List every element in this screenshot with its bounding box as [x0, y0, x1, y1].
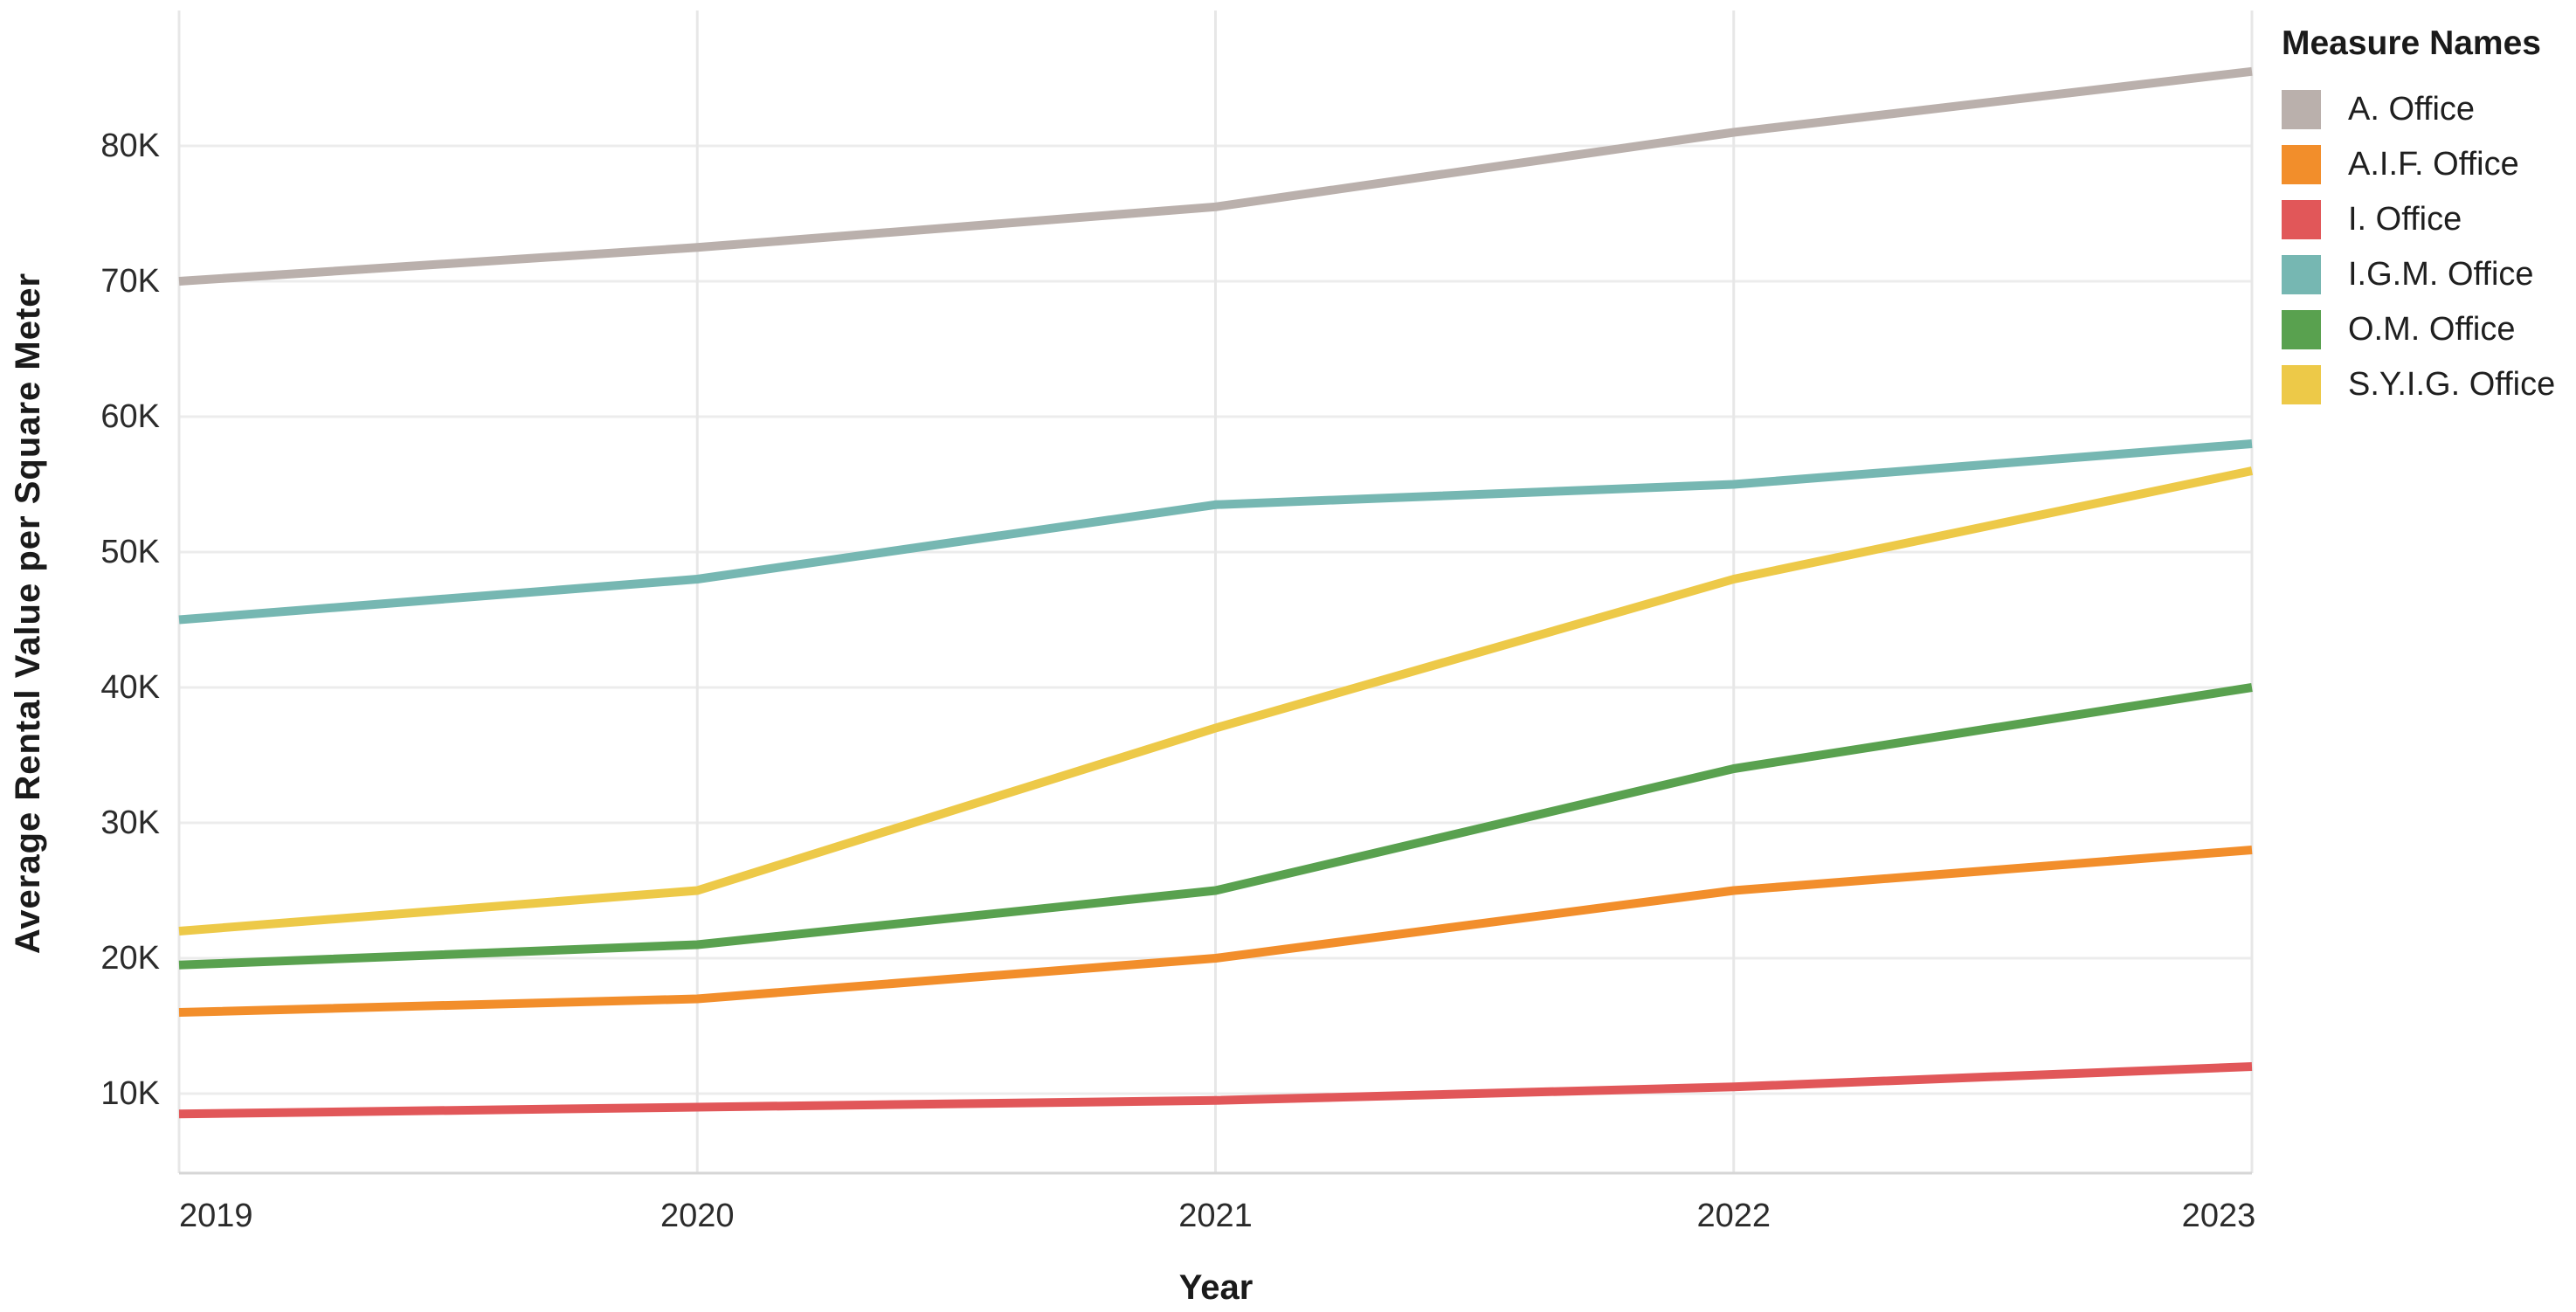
- y-tick-label: 60K: [100, 398, 160, 435]
- y-tick-label: 30K: [100, 804, 160, 841]
- series-line-i-g-m-office: [178, 439, 2253, 625]
- legend-swatch-icon: [2282, 145, 2321, 184]
- y-tick-label: 40K: [100, 669, 160, 706]
- legend-label: I.G.M. Office: [2348, 256, 2534, 293]
- y-tick-label: 10K: [100, 1075, 160, 1112]
- series-line-o-m-office: [178, 683, 2253, 970]
- legend-items: A. Office A.I.F. Office I. Office I.G.M. Of…: [2282, 82, 2570, 412]
- series-line-a-office: [178, 66, 2253, 286]
- x-tick-label: 2019: [179, 1198, 253, 1234]
- x-axis-title: Year: [1178, 1268, 1253, 1307]
- y-tick-label: 20K: [100, 940, 160, 977]
- series-line-a-i-f-office: [178, 846, 2253, 1017]
- legend-label: I. Office: [2348, 201, 2462, 238]
- x-tick-label: 2022: [1696, 1198, 1771, 1234]
- legend-label: A. Office: [2348, 91, 2476, 128]
- y-tick-label: 80K: [100, 128, 160, 164]
- legend-swatch-icon: [2282, 365, 2321, 404]
- legend-item-i-g-m-office[interactable]: I.G.M. Office: [2282, 247, 2570, 302]
- legend-label: S.Y.I.G. Office: [2348, 366, 2556, 403]
- legend-title: Measure Names: [2282, 24, 2541, 62]
- x-tick-label: 2023: [2181, 1198, 2256, 1234]
- legend-label: O.M. Office: [2348, 311, 2516, 348]
- series-line-s-y-i-g-office: [178, 466, 2254, 936]
- legend-item-s-y-i-g-office[interactable]: S.Y.I.G. Office: [2282, 357, 2570, 412]
- y-tick-label: 70K: [100, 263, 160, 300]
- legend-swatch-icon: [2282, 90, 2321, 129]
- series-line-i-office: [178, 1062, 2253, 1119]
- x-tick-label: 2020: [660, 1198, 735, 1234]
- legend: Measure Names A. Office A.I.F. Office I. O…: [2282, 24, 2570, 412]
- y-axis-title: Average Rental Value per Square Meter: [9, 272, 47, 955]
- legend-swatch-icon: [2282, 200, 2321, 239]
- legend-swatch-icon: [2282, 310, 2321, 349]
- x-tick-label: 2021: [1178, 1198, 1253, 1234]
- y-tick-label: 50K: [100, 534, 160, 570]
- legend-swatch-icon: [2282, 255, 2321, 294]
- legend-item-a-office[interactable]: A. Office: [2282, 82, 2570, 137]
- legend-label: A.I.F. Office: [2348, 146, 2519, 183]
- legend-item-a-i-f-office[interactable]: A.I.F. Office: [2282, 137, 2570, 192]
- legend-item-i-office[interactable]: I. Office: [2282, 192, 2570, 247]
- legend-item-o-m-office[interactable]: O.M. Office: [2282, 302, 2570, 357]
